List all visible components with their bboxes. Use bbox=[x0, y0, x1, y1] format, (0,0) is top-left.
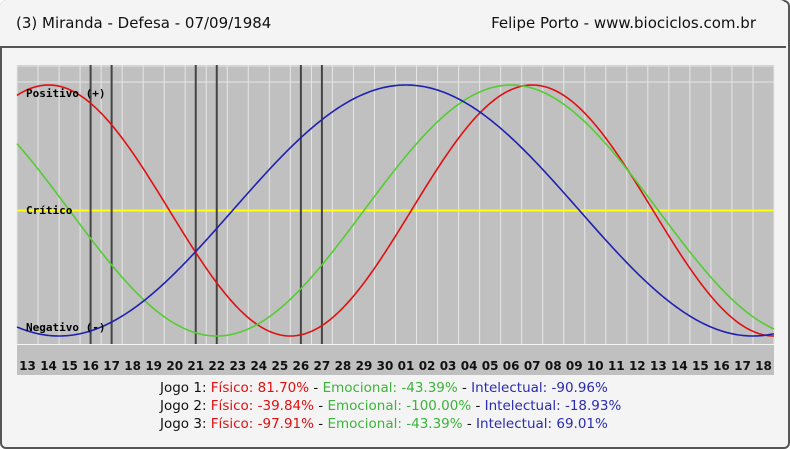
x-tick-label: 30 bbox=[377, 359, 394, 373]
legend-label: Jogo 2: bbox=[160, 398, 207, 414]
x-tick-label: 15 bbox=[692, 359, 709, 373]
header-credit: Felipe Porto - www.biociclos.com.br bbox=[491, 14, 756, 32]
series-line-fisico bbox=[16, 84, 775, 337]
label-critical: Crítico bbox=[26, 204, 73, 217]
legend-row-1: Jogo 1: Físico: 81.70% - Emocional: -43.… bbox=[160, 380, 608, 396]
x-tick-label: 10 bbox=[587, 359, 604, 373]
x-tick-label: 16 bbox=[713, 359, 730, 373]
x-tick-label: 24 bbox=[250, 359, 267, 373]
x-tick-label: 16 bbox=[82, 359, 99, 373]
header-bar: (3) Miranda - Defesa - 07/09/1984 Felipe… bbox=[0, 0, 786, 48]
x-tick-label: 07 bbox=[524, 359, 541, 373]
x-tick-label: 14 bbox=[671, 359, 688, 373]
x-tick-label: 14 bbox=[40, 359, 57, 373]
x-tick-label: 17 bbox=[734, 359, 751, 373]
x-tick-label: 19 bbox=[145, 359, 162, 373]
x-tick-label: 01 bbox=[398, 359, 415, 373]
series-line-emocional bbox=[16, 84, 775, 337]
x-tick-label: 18 bbox=[755, 359, 772, 373]
legend-separator: - bbox=[313, 398, 328, 414]
legend-emocional: Emocional: -43.39% bbox=[327, 416, 463, 432]
series-line-intelectual bbox=[16, 84, 775, 337]
x-tick-label: 29 bbox=[356, 359, 373, 373]
x-tick-label: 02 bbox=[419, 359, 436, 373]
x-tick-label: 21 bbox=[187, 359, 204, 373]
x-tick-label: 20 bbox=[166, 359, 183, 373]
x-tick-label: 15 bbox=[61, 359, 78, 373]
x-tick-label: 17 bbox=[103, 359, 120, 373]
legend-label: Jogo 3: bbox=[160, 416, 207, 432]
legend-separator: - bbox=[309, 380, 323, 396]
x-tick-label: 28 bbox=[335, 359, 352, 373]
legend-row-2: Jogo 2: Físico: -39.84% - Emocional: -10… bbox=[160, 398, 621, 414]
x-tick-label: 09 bbox=[566, 359, 583, 373]
legend-row-3: Jogo 3: Físico: -97.91% - Emocional: -43… bbox=[160, 416, 608, 432]
x-tick-label: 06 bbox=[503, 359, 520, 373]
legend-separator: - bbox=[313, 416, 328, 432]
header-title: (3) Miranda - Defesa - 07/09/1984 bbox=[16, 14, 272, 32]
legend-fisico: Físico: -39.84% bbox=[210, 398, 314, 414]
legend-label: Jogo 1: bbox=[160, 380, 207, 396]
legend-intelectual: Intelectual: 69.01% bbox=[476, 416, 608, 432]
legend-fisico: Físico: -97.91% bbox=[210, 416, 314, 432]
x-tick-label: 13 bbox=[650, 359, 667, 373]
x-tick-label: 26 bbox=[293, 359, 310, 373]
legend-separator: - bbox=[462, 416, 477, 432]
label-positive: Positivo (+) bbox=[26, 87, 105, 100]
x-tick-label: 03 bbox=[440, 359, 457, 373]
x-tick-label: 04 bbox=[461, 359, 478, 373]
x-tick-label: 27 bbox=[314, 359, 331, 373]
legend-intelectual: Intelectual: -90.96% bbox=[471, 380, 608, 396]
legend-intelectual: Intelectual: -18.93% bbox=[484, 398, 622, 414]
legend-separator: - bbox=[457, 380, 472, 396]
x-tick-label: 13 bbox=[19, 359, 36, 373]
label-negative: Negativo (-) bbox=[26, 321, 105, 334]
legend-emocional: Emocional: -43.39% bbox=[322, 380, 458, 396]
legend-emocional: Emocional: -100.00% bbox=[327, 398, 472, 414]
x-tick-label: 05 bbox=[482, 359, 499, 373]
x-tick-label: 11 bbox=[608, 359, 625, 373]
x-tick-label: 08 bbox=[545, 359, 562, 373]
legend-fisico: Físico: 81.70% bbox=[210, 380, 310, 396]
x-tick-label: 22 bbox=[208, 359, 225, 373]
x-tick-label: 25 bbox=[271, 359, 288, 373]
x-tick-label: 18 bbox=[124, 359, 141, 373]
legend-separator: - bbox=[471, 398, 485, 414]
tick-strip bbox=[17, 345, 774, 375]
x-tick-label: 23 bbox=[229, 359, 246, 373]
x-tick-label: 12 bbox=[629, 359, 646, 373]
